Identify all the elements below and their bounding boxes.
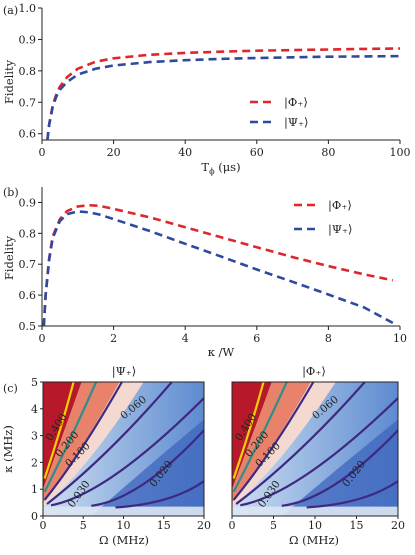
legend-label-phi: |Φ₊⟩ xyxy=(284,95,308,110)
panel-b-xtick-label: 6 xyxy=(253,332,260,345)
panel-b-label: (b) xyxy=(3,186,19,199)
heatmap-low-region xyxy=(281,419,398,516)
contour-line-0-400 xyxy=(232,382,265,479)
panel-a-series-psi-line xyxy=(46,54,401,141)
panel-b: (b) 0 2 4 6 8 10 0.5 0.6 0.7 0.8 0.9 Fidelity κ /W… xyxy=(2,186,407,359)
panel-b-ylabel: Fidelity xyxy=(2,235,16,280)
heatmap-xtick-label: 0 xyxy=(229,519,236,532)
heatmap-warm-region xyxy=(232,382,311,503)
panel-a-xtick-label: 100 xyxy=(390,146,411,159)
panel-c-right-xlabel: Ω (MHz) xyxy=(289,533,339,547)
panel-a-xtick-label: 20 xyxy=(107,146,121,159)
panel-b-ytick-label: 0.9 xyxy=(19,196,37,209)
contour-line-0-100 xyxy=(43,382,123,501)
panel-c-left-ylabel: κ (MHz) xyxy=(1,425,15,473)
contour-line-0-030 xyxy=(240,397,398,507)
panel-b-ytick-label: 0.5 xyxy=(19,320,37,333)
panel-a-xlabel: Tϕ (μs) xyxy=(201,160,240,176)
heatmap-xtick-label: 10 xyxy=(117,519,131,532)
panel-a-xtick-label: 40 xyxy=(178,146,192,159)
heatmap-xtick-label: 20 xyxy=(197,519,211,532)
panel-b-ytick-label: 0.6 xyxy=(19,289,37,302)
heatmap-xtick-label: 10 xyxy=(308,519,322,532)
panel-a-ylabel: Fidelity xyxy=(2,59,16,104)
panel-b-xtick-label: 0 xyxy=(39,332,46,345)
panel-b-legend: |Φ₊⟩ |Ψ₊⟩ xyxy=(294,198,353,237)
heatmap-ytick-label: 1 xyxy=(31,483,38,496)
heatmap-ytick-label: 4 xyxy=(31,403,38,416)
contour-line-0-400 xyxy=(43,382,75,479)
panel-c-right-title: |Φ₊⟩ xyxy=(302,364,326,379)
panel-b-xtick-label: 2 xyxy=(110,332,117,345)
heatmap-xtick-label: 5 xyxy=(270,519,277,532)
panel-b-ytick-label: 0.7 xyxy=(19,258,37,271)
panel-b-xtick-label: 10 xyxy=(393,332,407,345)
heatmap-ytick-label: 0 xyxy=(31,510,38,523)
panel-a-ytick-label: 0.6 xyxy=(19,128,37,141)
heatmap-ytick-label: 3 xyxy=(31,430,38,443)
panel-b-xtick-label: 8 xyxy=(325,332,332,345)
heatmap-ytick-label: 2 xyxy=(31,456,38,469)
contour-line-0-060 xyxy=(235,382,366,505)
legend-label-psi-b: |Ψ₊⟩ xyxy=(328,222,353,237)
heatmap-bottom-band xyxy=(43,506,204,516)
heatmap-xtick-label: 15 xyxy=(157,519,171,532)
contour-line-0-060 xyxy=(46,382,173,505)
panel-a-xtick-label: 80 xyxy=(321,146,335,159)
contour-line-0-030 xyxy=(50,397,204,507)
heatmap-xtick-label: 15 xyxy=(350,519,364,532)
panel-c-label: (c) xyxy=(3,382,18,395)
panel-a-series-phi-line xyxy=(46,47,401,141)
panel-b-xtick-label: 4 xyxy=(182,332,189,345)
panel-a: (a) 0 20 40 60 80 100 0.6 0.7 0.8 0.9 1.0 Fidelity… xyxy=(2,2,411,176)
panel-b-series-psi-line xyxy=(42,210,394,327)
panel-c-left-title: |Ψ₊⟩ xyxy=(112,364,137,379)
heatmap-ytick-label: 5 xyxy=(31,376,38,389)
heatmap-bottom-band xyxy=(232,506,398,516)
panel-a-xtick-label: 0 xyxy=(39,146,46,159)
panel-b-series-phi-line xyxy=(42,203,394,327)
contour-line-0-200 xyxy=(232,382,288,493)
heatmap-neutral-region xyxy=(232,382,336,507)
panel-c-left-xlabel: Ω (MHz) xyxy=(99,533,149,547)
contour-line-0-020a xyxy=(91,429,204,507)
heatmap-hot-region xyxy=(43,382,82,490)
panel-a-ytick-label: 0.8 xyxy=(19,65,37,78)
panel-a-xtick-label: 60 xyxy=(250,146,264,159)
panel-a-ytick-label: 0.7 xyxy=(19,96,37,109)
heatmap-hot-region xyxy=(232,382,272,490)
contour-line-0-200 xyxy=(43,382,98,493)
legend-label-psi: |Ψ₊⟩ xyxy=(284,115,309,130)
heatmap-xtick-label: 20 xyxy=(391,519,405,532)
heatmap-xtick-label: 5 xyxy=(80,519,87,532)
contour-line-0-020b xyxy=(115,480,204,509)
legend-label-phi-b: |Φ₊⟩ xyxy=(328,198,352,213)
heatmap-xtick-label: 0 xyxy=(40,519,47,532)
panel-b-xlabel: κ /W xyxy=(208,345,235,359)
contour-line-0-100 xyxy=(232,382,315,501)
contour-line-0-020a xyxy=(281,429,398,507)
heatmap-neutral-region xyxy=(43,382,144,507)
panel-a-ytick-label: 0.9 xyxy=(19,33,37,46)
heatmap-low-region xyxy=(91,419,204,516)
panel-a-legend: |Φ₊⟩ |Ψ₊⟩ xyxy=(250,95,309,130)
panel-b-ytick-label: 0.8 xyxy=(19,227,37,240)
contour-line-0-020b xyxy=(306,480,398,509)
heatmap-warm-region xyxy=(43,382,120,503)
panel-a-label: (a) xyxy=(3,4,18,17)
panel-a-ytick-label: 1.0 xyxy=(19,2,37,15)
